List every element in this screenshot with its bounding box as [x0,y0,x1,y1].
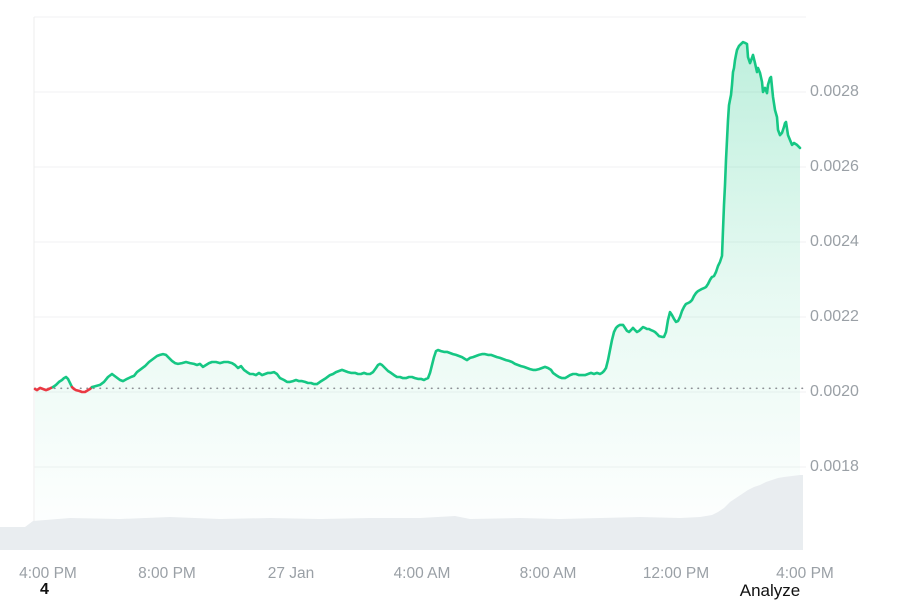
x-axis-label: 8:00 AM [519,565,577,582]
analyze-button[interactable]: Analyze [739,581,801,600]
bottom-left-character: 4 [40,581,49,598]
price-line-up [90,40,802,389]
x-axis-label: 27 Jan [267,565,315,582]
y-axis-label: 0.0020 [810,383,859,400]
price-area-fill [35,42,800,545]
y-axis-label: 0.0018 [810,458,859,475]
x-axis-label: 4:00 AM [393,565,451,582]
x-axis-label: 4:00 PM [19,565,77,582]
volume-area [0,475,803,550]
y-axis-label: 0.0026 [810,158,859,175]
price-line-down [70,385,94,394]
y-axis-label: 0.0022 [810,308,859,325]
y-axis-label: 0.0024 [810,233,859,250]
price-line-down [33,385,55,392]
x-axis-label: 12:00 PM [642,565,710,582]
y-axis-label: 0.0028 [810,83,859,100]
price-line-up [51,375,74,389]
x-axis-label: 8:00 PM [138,565,196,582]
x-axis-label: 4:00 PM [776,565,834,582]
